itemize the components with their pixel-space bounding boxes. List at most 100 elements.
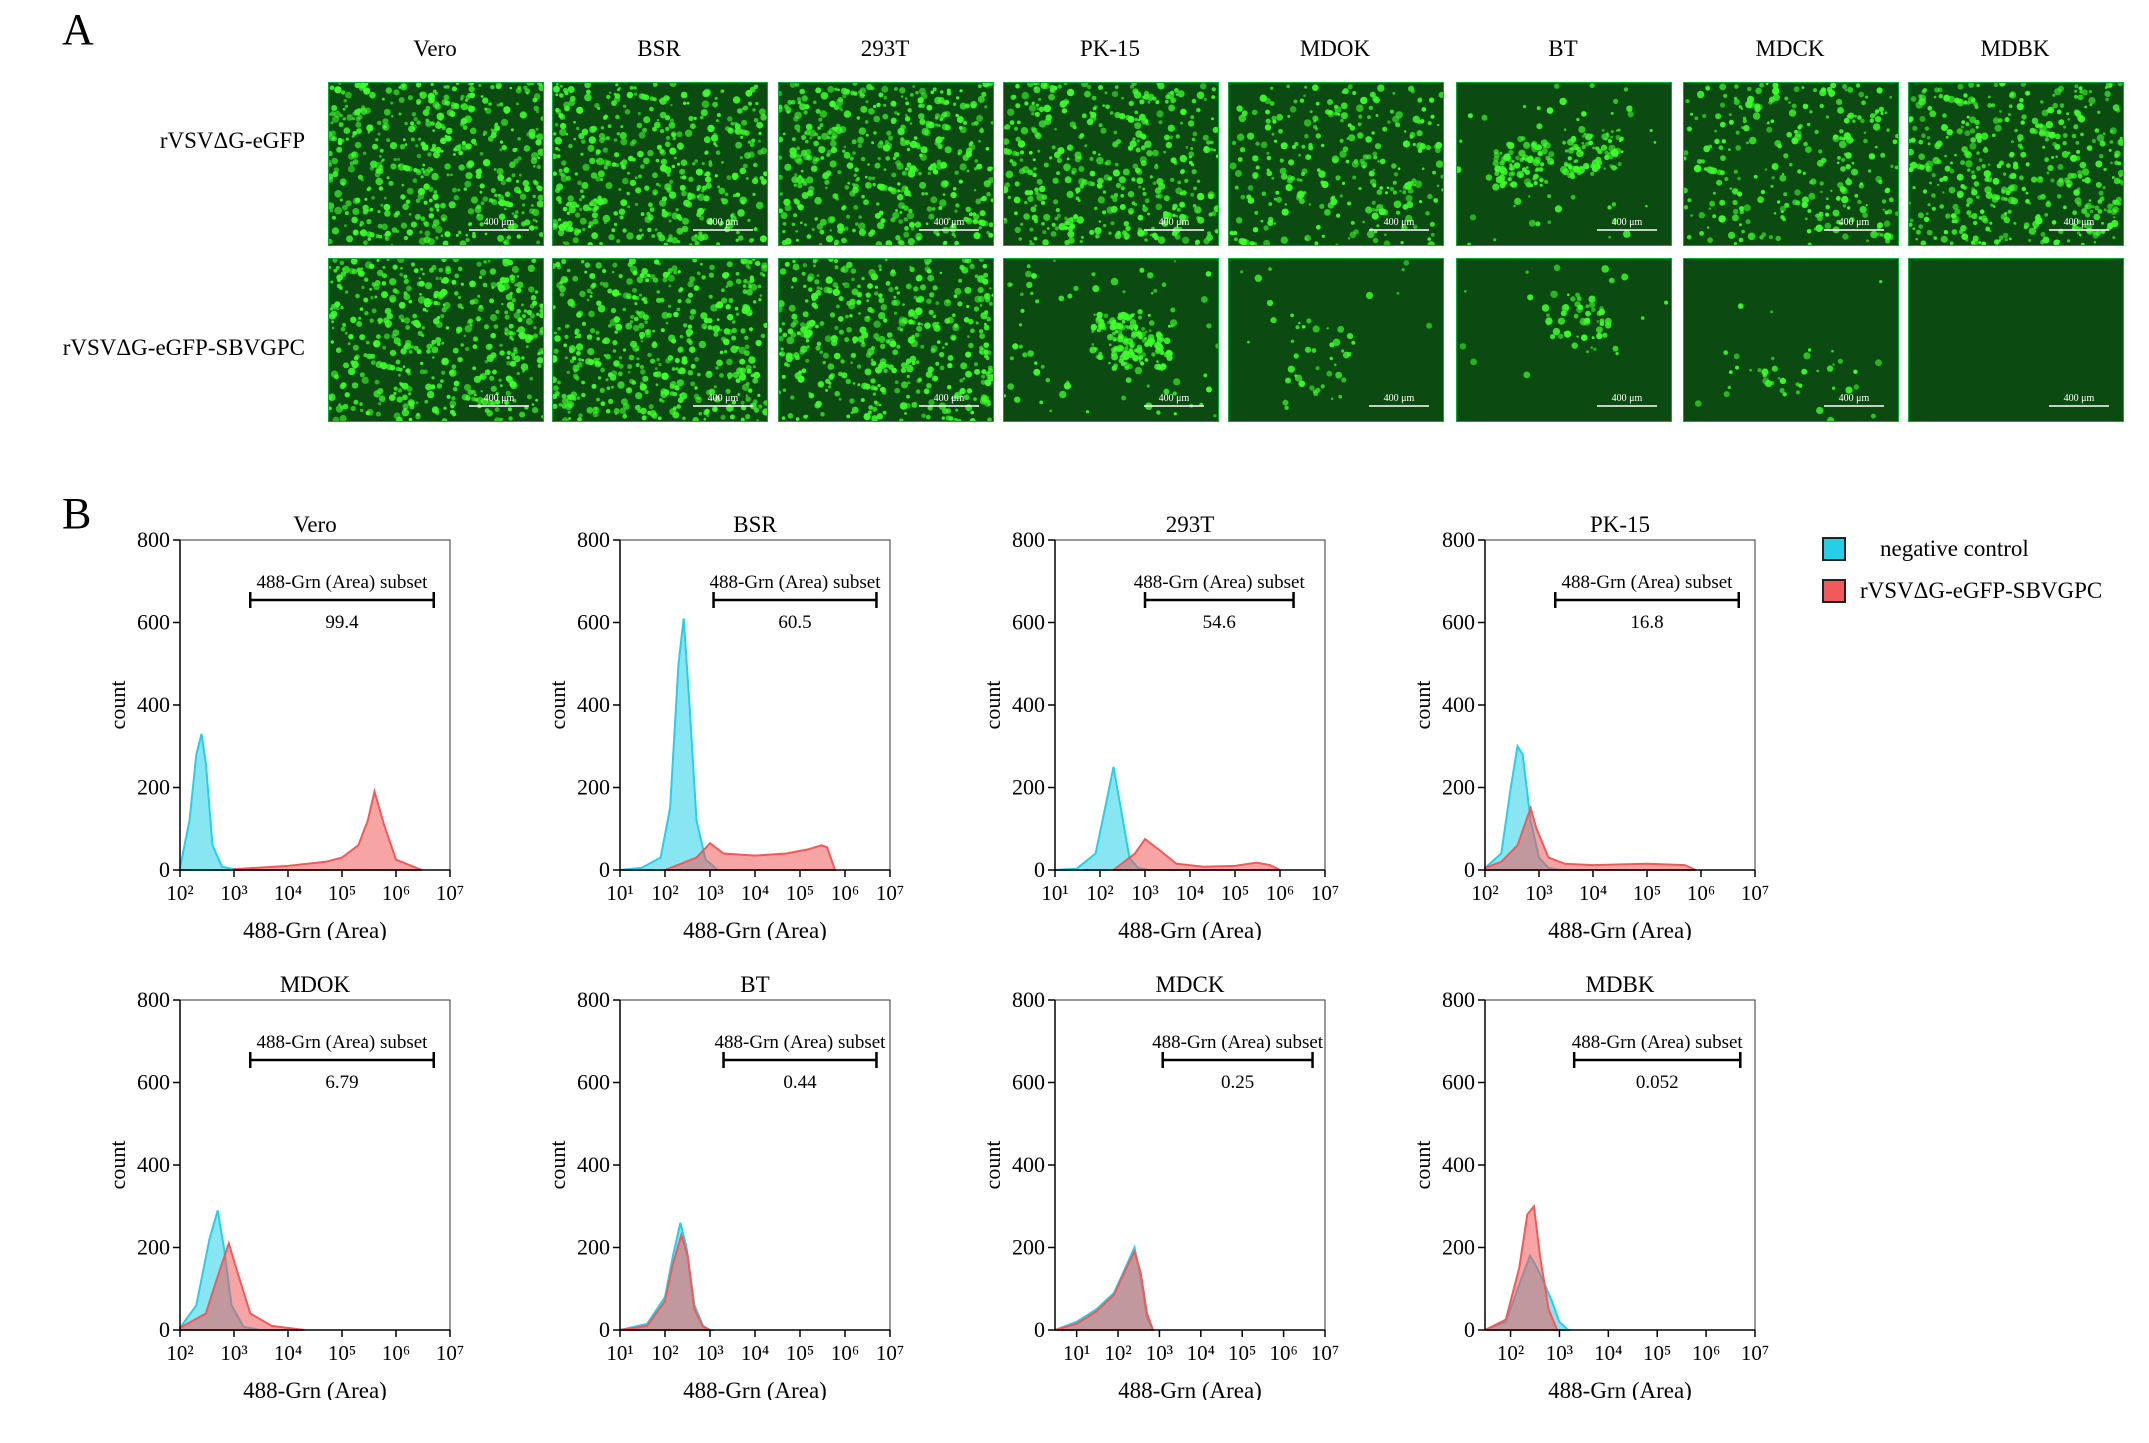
- row-label-sbvgpc: rVSVΔG-eGFP-SBVGPC: [62, 335, 305, 360]
- scale-bar-label: 400 μm: [2064, 217, 2095, 228]
- series-infected: [1110, 837, 1281, 871]
- y-tick-label: 200: [137, 1235, 170, 1260]
- y-tick-label: 800: [1012, 527, 1045, 552]
- micrograph-293t-egfp: 400 μm: [778, 82, 994, 246]
- y-axis-label: count: [545, 681, 570, 730]
- y-tick-label: 600: [137, 1070, 170, 1095]
- panel-a-label: A: [62, 5, 94, 54]
- y-axis-label: count: [105, 681, 130, 730]
- chart-title: MDCK: [1155, 972, 1224, 997]
- y-tick-label: 600: [1442, 610, 1475, 635]
- legend-swatch-infected: [1822, 579, 1846, 603]
- x-axis-label: 488-Grn (Area): [243, 918, 387, 940]
- micrograph-mdck-egfp: 400 μm: [1683, 82, 1899, 246]
- y-tick-label: 800: [577, 527, 610, 552]
- x-tick-label: 10²: [1104, 1341, 1131, 1365]
- column-label-mdok: MDOK: [1299, 36, 1371, 61]
- gate-label: 488-Grn (Area) subset: [257, 572, 429, 593]
- histogram-mdok: 0 200 400 600 800 10² 10³ 10⁴ 10⁵ 10⁶ 10⁷ MDOK 488-G…: [100, 960, 470, 1400]
- y-tick-label: 800: [137, 987, 170, 1012]
- y-tick-label: 600: [577, 610, 610, 635]
- scale-bar-label: 400 μm: [484, 217, 515, 228]
- micrograph-bsr-sbvgpc: 400 μm: [552, 258, 768, 422]
- x-tick-label: 10⁷: [876, 1341, 904, 1365]
- column-label-293t: 293T: [860, 36, 910, 61]
- x-tick-label: 10³: [220, 1341, 247, 1365]
- x-tick-label: 10⁷: [1311, 881, 1339, 905]
- x-tick-label: 10⁴: [274, 1341, 302, 1365]
- x-tick-label: 10¹: [606, 1341, 633, 1365]
- micrograph-mdok-egfp: 400 μm: [1228, 82, 1444, 246]
- y-axis-label: count: [980, 681, 1005, 730]
- micrograph-mdbk-sbvgpc: 400 μm: [1908, 258, 2124, 422]
- y-tick-label: 0: [1034, 857, 1045, 882]
- micrograph-mdck-sbvgpc: 400 μm: [1683, 258, 1899, 422]
- y-tick-label: 800: [137, 527, 170, 552]
- x-tick-label: 10⁶: [1266, 881, 1294, 905]
- x-tick-label: 10²: [1471, 881, 1498, 905]
- scale-bar-label: 400 μm: [1839, 393, 1870, 404]
- gate-label: 488-Grn (Area) subset: [1152, 1032, 1324, 1053]
- y-tick-label: 400: [1012, 1152, 1045, 1177]
- panel-b-label: B: [62, 489, 92, 538]
- x-tick-label: 10⁴: [1176, 881, 1204, 905]
- x-tick-label: 10¹: [606, 881, 633, 905]
- y-tick-label: 0: [599, 857, 610, 882]
- gate-label: 488-Grn (Area) subset: [1134, 572, 1306, 593]
- scale-bar-label: 400 μm: [2064, 393, 2095, 404]
- column-label-mdck: MDCK: [1755, 36, 1825, 61]
- chart-title: PK-15: [1590, 512, 1650, 537]
- x-tick-label: 10³: [1546, 1341, 1573, 1365]
- x-tick-label: 10³: [696, 1341, 723, 1365]
- legend-label-infected: rVSVΔG-eGFP-SBVGPC: [1860, 578, 2103, 603]
- x-tick-label: 10¹: [1041, 881, 1068, 905]
- x-axis-label: 488-Grn (Area): [1548, 918, 1692, 940]
- scale-bar-label: 400 μm: [1384, 393, 1415, 404]
- chart-title: MDOK: [280, 972, 351, 997]
- series-infected: [664, 841, 837, 871]
- y-tick-label: 800: [1012, 987, 1045, 1012]
- y-tick-label: 600: [137, 610, 170, 635]
- micrograph-vero-egfp: 400 μm: [328, 82, 544, 246]
- series-infected: [1054, 1248, 1155, 1331]
- y-tick-label: 200: [137, 775, 170, 800]
- y-tick-label: 200: [1442, 1235, 1475, 1260]
- y-tick-label: 800: [577, 987, 610, 1012]
- micrograph-mdbk-egfp: 400 μm: [1908, 82, 2124, 246]
- micrograph-pk-15-egfp: 400 μm: [1003, 82, 1219, 246]
- y-axis-label: count: [545, 1141, 570, 1190]
- histogram-bt: 0 200 400 600 800 10¹ 10² 10³ 10⁴ 10⁵ 10⁶ 10⁷ BT 488-…: [540, 960, 910, 1400]
- legend-swatch-negative: [1822, 537, 1846, 561]
- gate-value: 54.6: [1203, 612, 1236, 633]
- y-axis-label: count: [1410, 681, 1435, 730]
- x-tick-label: 10⁴: [741, 1341, 769, 1365]
- x-tick-label: 10³: [1146, 1341, 1173, 1365]
- y-tick-label: 0: [159, 1317, 170, 1342]
- scale-bar-label: 400 μm: [934, 217, 965, 228]
- x-tick-label: 10⁷: [1311, 1341, 1339, 1365]
- x-tick-label: 10⁴: [274, 881, 302, 905]
- x-axis-label: 488-Grn (Area): [1118, 1378, 1262, 1400]
- y-tick-label: 0: [599, 1317, 610, 1342]
- scale-bar-label: 400 μm: [708, 393, 739, 404]
- gate-label: 488-Grn (Area) subset: [257, 1032, 429, 1053]
- histogram-mdck: 0 200 400 600 800 10¹ 10² 10³ 10⁴ 10⁵ 10⁶ 10⁷ MDCK 48…: [975, 960, 1345, 1400]
- x-tick-label: 10⁶: [1687, 881, 1715, 905]
- x-tick-label: 10⁷: [436, 881, 464, 905]
- scale-bar-label: 400 μm: [1839, 217, 1870, 228]
- y-tick-label: 200: [577, 775, 610, 800]
- y-tick-label: 800: [1442, 527, 1475, 552]
- legend: negative control rVSVΔG-eGFP-SBVGPC: [1822, 532, 2147, 612]
- gate-value: 0.44: [783, 1072, 817, 1093]
- x-tick-label: 10⁵: [1633, 881, 1661, 905]
- x-tick-label: 10⁵: [328, 1341, 356, 1365]
- column-label-pk-15: PK-15: [1079, 36, 1141, 61]
- gate-value: 6.79: [325, 1072, 358, 1093]
- x-tick-label: 10⁶: [831, 1341, 859, 1365]
- series-negative: [619, 618, 721, 871]
- x-tick-label: 10²: [166, 1341, 193, 1365]
- x-tick-label: 10⁴: [1594, 1341, 1622, 1365]
- row-label-egfp: rVSVΔG-eGFP: [159, 128, 305, 153]
- column-label-mdbk: MDBK: [1980, 36, 2050, 61]
